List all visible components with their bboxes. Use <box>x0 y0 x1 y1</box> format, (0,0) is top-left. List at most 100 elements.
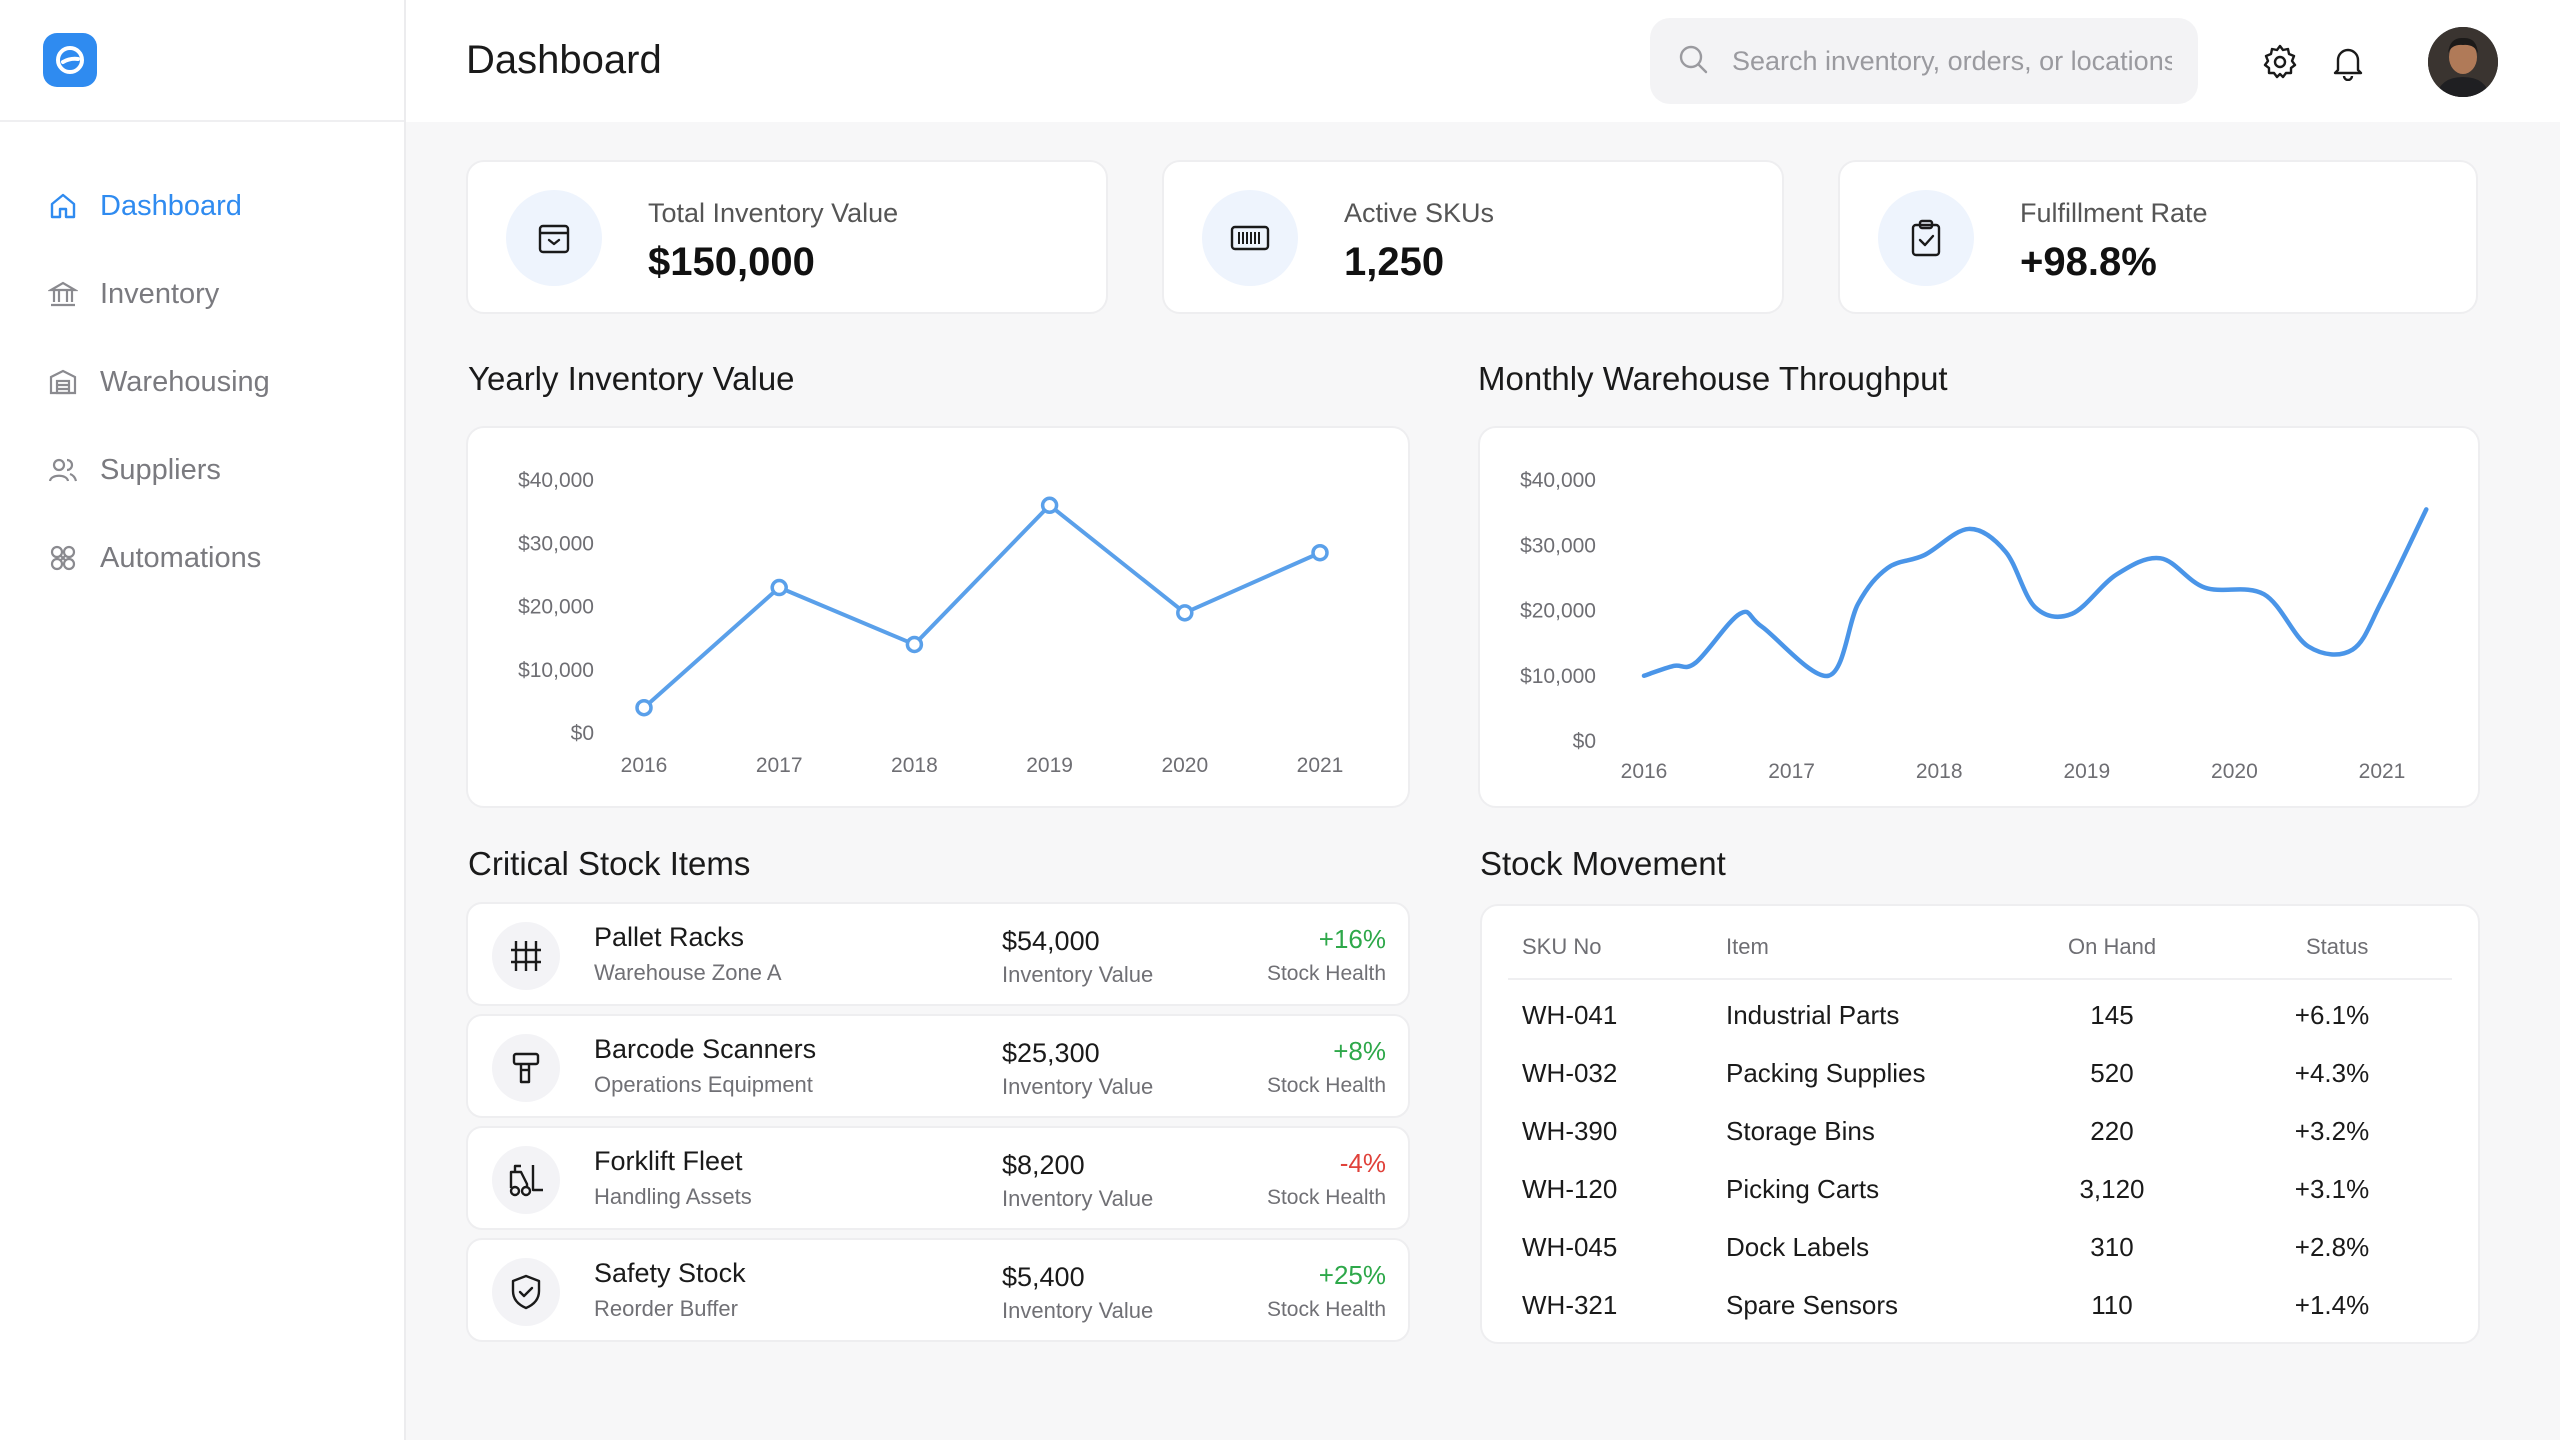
sidebar-item-inventory[interactable]: Inventory <box>0 250 404 338</box>
x-tick-label: 2021 <box>2359 760 2406 783</box>
sidebar-item-automations[interactable]: Automations <box>0 514 404 602</box>
column-header[interactable]: Status <box>2306 934 2369 959</box>
clipboard-check-icon <box>1878 190 1974 286</box>
y-tick-label: $40,000 <box>518 469 594 492</box>
users-icon <box>46 453 80 487</box>
stock-item-value-label: Inventory Value <box>1002 962 1154 987</box>
table-row[interactable]: WH-045 Dock Labels 310 +2.8% <box>1482 1218 2478 1276</box>
sidebar-item-label: Inventory <box>100 277 220 310</box>
stock-item-health-label: Stock Health <box>1266 1186 1386 1209</box>
x-tick-label: 2019 <box>1026 754 1073 777</box>
cell-status: +3.1% <box>2294 1174 2370 1204</box>
cell-status: +4.3% <box>2294 1058 2370 1088</box>
data-point[interactable] <box>1176 604 1194 622</box>
x-tick-label: 2021 <box>1297 754 1344 777</box>
search-bar[interactable] <box>1650 18 2198 104</box>
stock-item-card[interactable]: Forklift Fleet Handling Assets $8,200 In… <box>466 1126 1410 1230</box>
kpi-card-fulfillment-rate: Fulfillment Rate +98.8% <box>1838 160 2478 314</box>
sidebar-item-warehousing[interactable]: Warehousing <box>0 338 404 426</box>
cell-item: Industrial Parts <box>1726 1000 1900 1030</box>
stock-item-card[interactable]: Barcode Scanners Operations Equipment $2… <box>466 1014 1410 1118</box>
sidebar-item-dashboard[interactable]: Dashboard <box>0 162 404 250</box>
stock-item-change: +16% <box>1318 924 1386 954</box>
scanner-icon <box>492 1034 560 1102</box>
stock-item-sub: Reorder Buffer <box>594 1296 738 1321</box>
y-tick-label: $30,000 <box>518 532 594 555</box>
stock-item-value: $54,000 <box>1002 926 1100 956</box>
series-line <box>642 503 1321 710</box>
search-input[interactable] <box>1732 45 2172 77</box>
section-title-movement: Stock Movement <box>1480 845 1726 882</box>
sidebar-nav: Dashboard Inventory Warehousing Supplier… <box>0 122 404 602</box>
cell-on-hand: 310 <box>2090 1232 2134 1262</box>
brand-logo-icon[interactable] <box>43 33 97 87</box>
stock-item-change: -4% <box>1339 1148 1386 1178</box>
cell-on-hand: 520 <box>2090 1058 2134 1088</box>
table-row[interactable]: WH-321 Spare Sensors 110 +1.4% <box>1482 1276 2478 1334</box>
stock-item-name: Forklift Fleet <box>594 1146 743 1176</box>
stock-item-change: +8% <box>1333 1036 1386 1066</box>
kpi-label: Fulfillment Rate <box>2020 198 2208 228</box>
cell-on-hand: 220 <box>2090 1116 2134 1146</box>
column-header[interactable]: On Hand <box>2068 934 2157 959</box>
bank-icon <box>46 277 80 311</box>
cell-sku: WH-045 <box>1522 1232 1618 1262</box>
kpi-label: Active SKUs <box>1344 198 1495 228</box>
kpi-card-active-skus: Active SKUs 1,250 <box>1162 160 1784 314</box>
data-point[interactable] <box>1040 496 1059 515</box>
page-title: Dashboard <box>466 38 662 82</box>
bell-icon[interactable] <box>2328 42 2368 82</box>
home-icon <box>46 189 80 223</box>
section-title-critical: Critical Stock Items <box>468 845 751 882</box>
stock-item-sub: Operations Equipment <box>594 1072 813 1097</box>
y-tick-label: $0 <box>1573 730 1596 753</box>
stock-item-value-label: Inventory Value <box>1002 1186 1154 1211</box>
cell-item: Dock Labels <box>1726 1232 1870 1262</box>
x-tick-label: 2019 <box>2063 760 2110 783</box>
x-tick-label: 2016 <box>621 754 668 777</box>
stock-item-card[interactable]: Safety Stock Reorder Buffer $5,400 Inven… <box>466 1238 1410 1342</box>
data-point[interactable] <box>905 635 924 654</box>
cell-on-hand: 110 <box>2091 1290 2133 1320</box>
cell-item: Packing Supplies <box>1726 1058 1926 1088</box>
grid-rack-icon <box>492 922 560 990</box>
stock-item-value: $5,400 <box>1002 1262 1085 1292</box>
stock-item-health-label: Stock Health <box>1266 1074 1386 1097</box>
table-row[interactable]: WH-032 Packing Supplies 520 +4.3% <box>1482 1044 2478 1102</box>
stock-item-value: $25,300 <box>1002 1038 1100 1068</box>
stock-item-value: $8,200 <box>1002 1150 1085 1180</box>
table-row[interactable]: WH-390 Storage Bins 220 +3.2% <box>1482 1102 2478 1160</box>
sidebar-item-label: Automations <box>100 541 262 574</box>
cell-status: +3.2% <box>2294 1116 2370 1146</box>
cell-sku: WH-120 <box>1522 1174 1618 1204</box>
automation-icon <box>46 541 80 575</box>
table-row[interactable]: WH-120 Picking Carts 3,120 +3.1% <box>1482 1160 2478 1218</box>
column-header[interactable]: Item <box>1726 934 1769 959</box>
column-header[interactable]: SKU No <box>1522 934 1602 959</box>
cell-on-hand: 3,120 <box>2079 1174 2145 1204</box>
data-point[interactable] <box>1311 543 1329 562</box>
stock-item-card[interactable]: Pallet Racks Warehouse Zone A $54,000 In… <box>466 902 1410 1006</box>
cell-item: Picking Carts <box>1726 1174 1880 1204</box>
y-tick-label: $30,000 <box>1520 534 1596 557</box>
monthly-throughput-chart: $0 $10,000 $20,000 $30,000 $40,000 2016 2017 20… <box>1520 469 2429 783</box>
sidebar-item-suppliers[interactable]: Suppliers <box>0 426 404 514</box>
y-tick-label: $10,000 <box>1520 665 1596 688</box>
forklift-icon <box>492 1146 560 1214</box>
cell-item: Spare Sensors <box>1726 1290 1898 1320</box>
kpi-card-total-inventory: Total Inventory Value $150,000 <box>466 160 1108 314</box>
x-tick-label: 2020 <box>1161 754 1208 777</box>
avatar[interactable] <box>2428 27 2498 97</box>
x-tick-label: 2017 <box>756 754 803 777</box>
x-tick-label: 2018 <box>891 754 938 777</box>
table-row[interactable]: WH-041 Industrial Parts 145 +6.1% <box>1482 986 2478 1044</box>
chart-card-monthly: $0 $10,000 $20,000 $30,000 $40,000 2016 2017 20… <box>1478 426 2480 808</box>
data-point[interactable] <box>635 698 653 717</box>
gear-icon[interactable] <box>2260 42 2300 82</box>
data-point[interactable] <box>770 578 788 597</box>
stock-item-health-label: Stock Health <box>1266 962 1386 985</box>
section-title-yearly: Yearly Inventory Value <box>468 360 795 397</box>
cell-sku: WH-032 <box>1522 1058 1618 1088</box>
stock-item-name: Safety Stock <box>594 1258 746 1288</box>
cell-sku: WH-321 <box>1522 1290 1618 1320</box>
